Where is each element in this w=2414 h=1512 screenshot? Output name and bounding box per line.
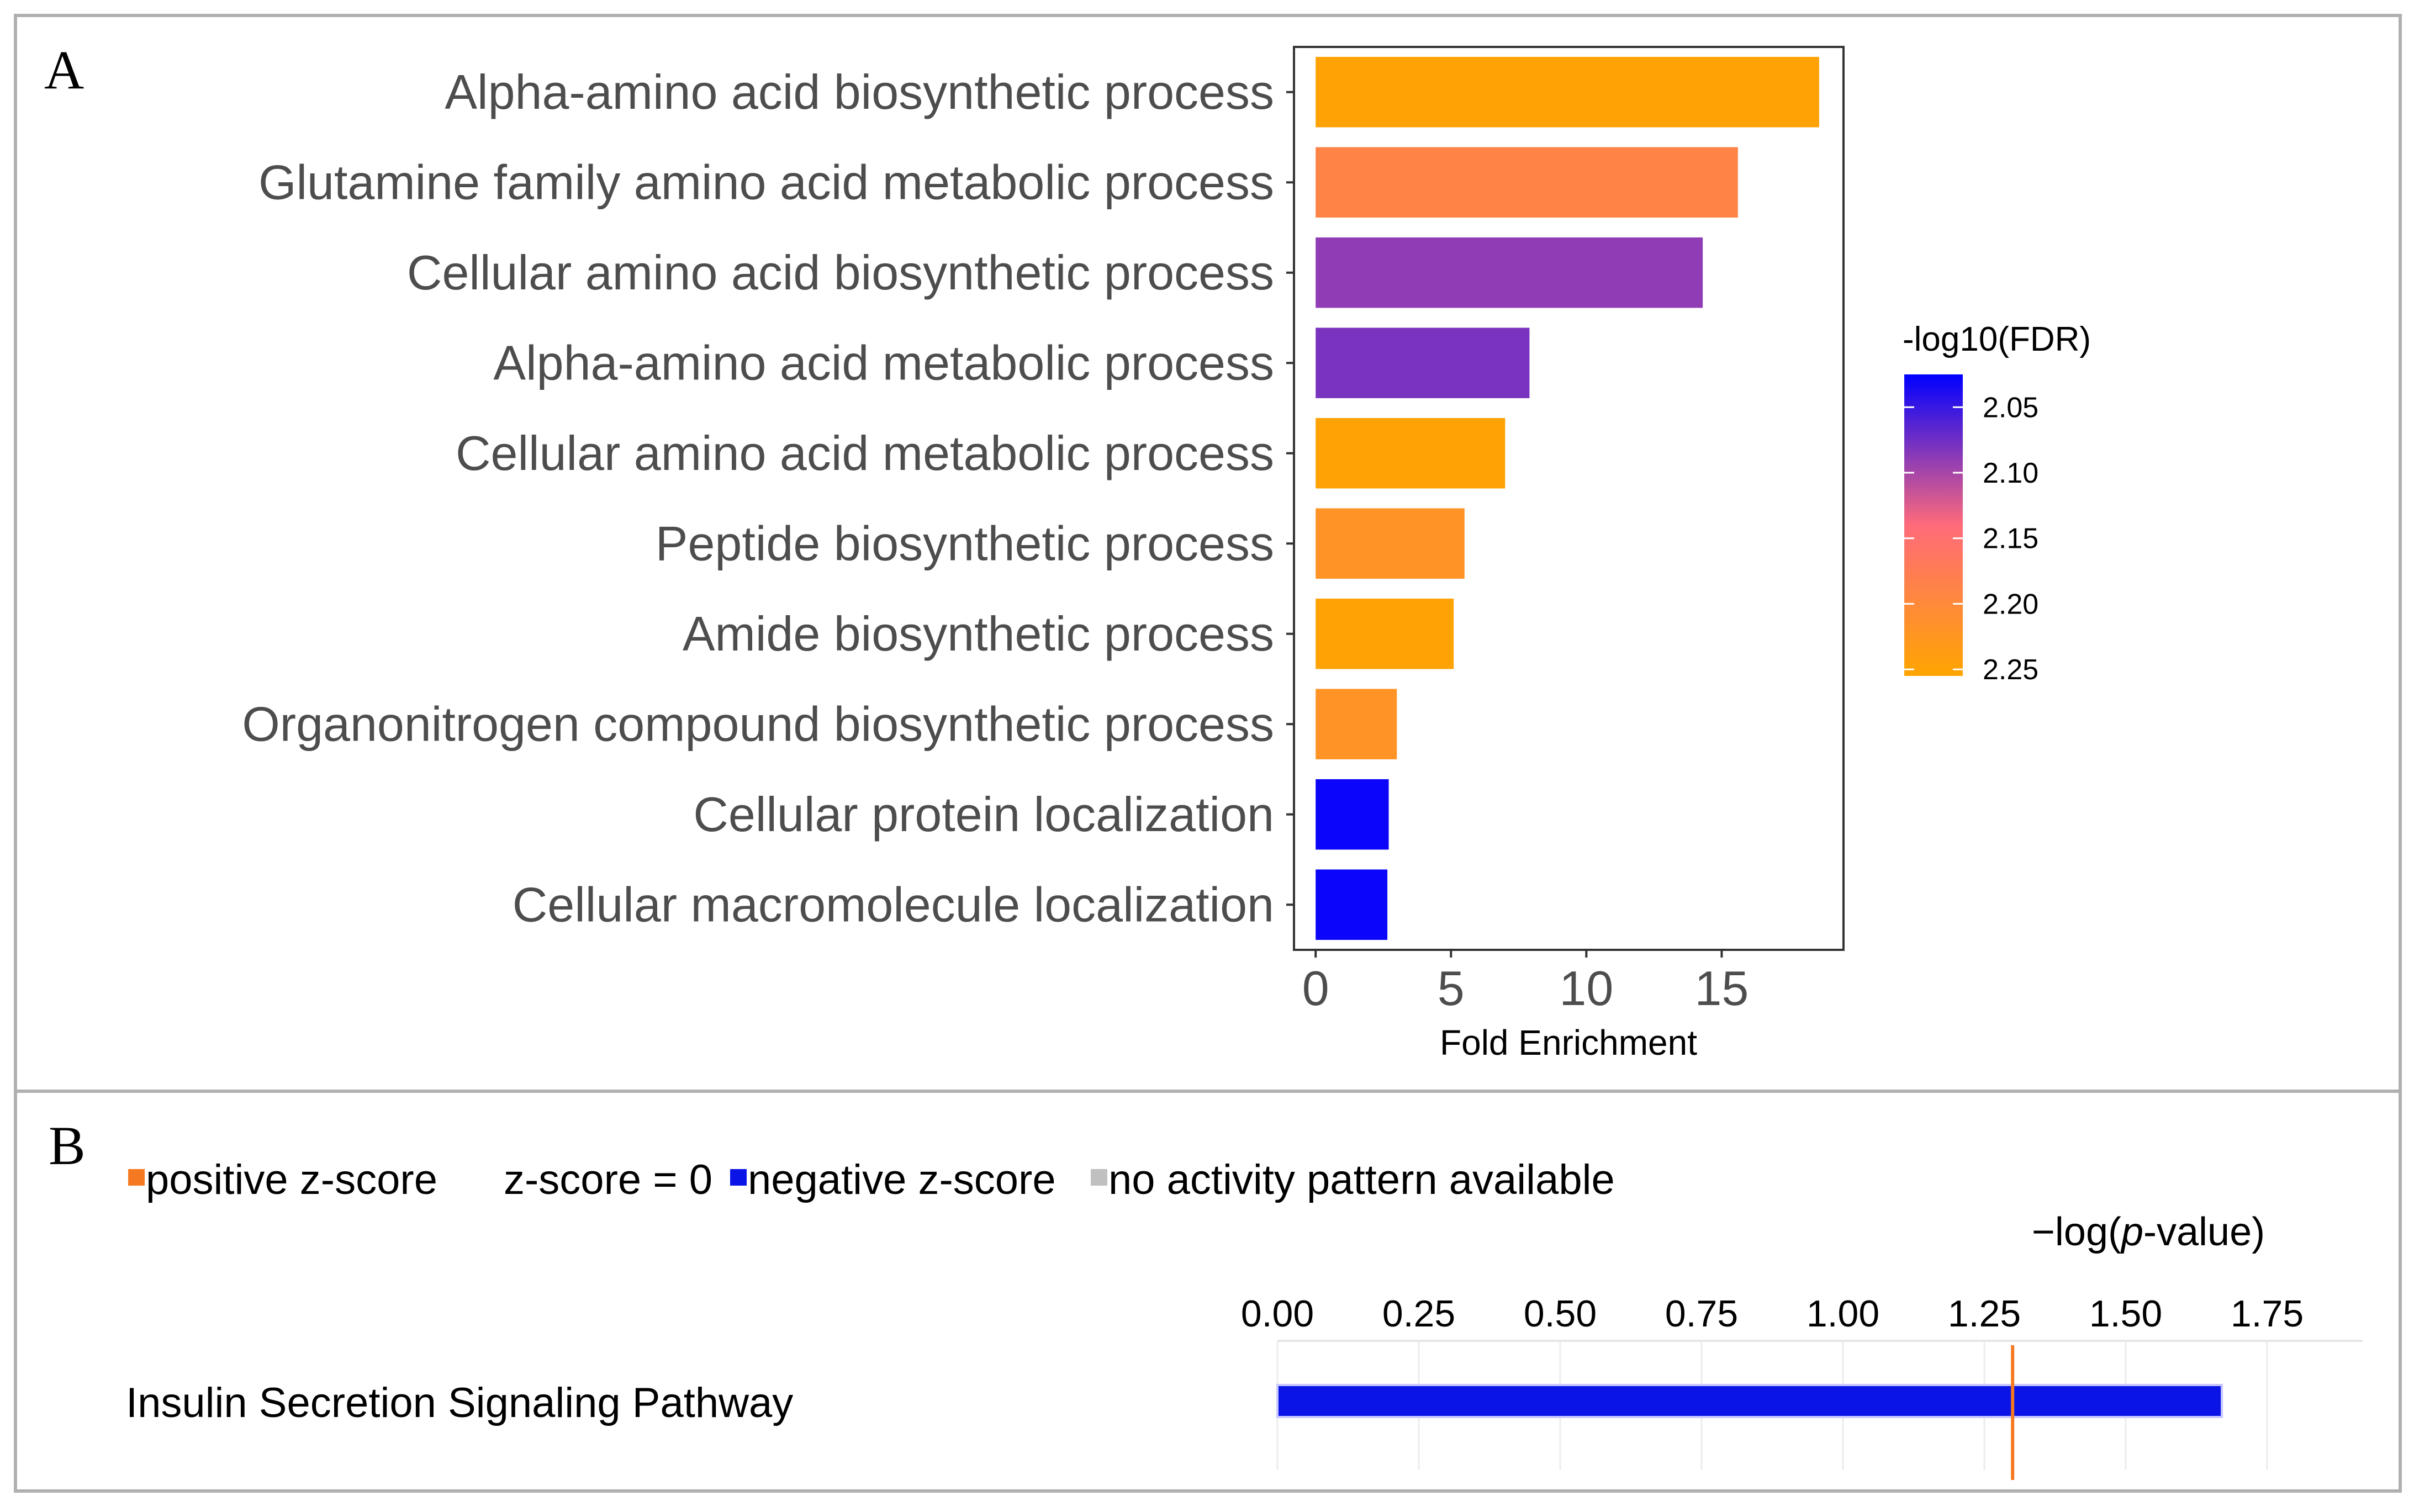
axis-tick-label: 1.00 — [1806, 1293, 1879, 1335]
panel-b-legend: positive z-score z-score = 0 negative z-sc… — [128, 1156, 1615, 1203]
panel-b-axis-title: −log(p-value) — [2032, 1210, 2265, 1254]
axis-tick-label: 1.50 — [2089, 1293, 2162, 1335]
category-label: Alpha-amino acid biosynthetic process — [445, 65, 1274, 119]
category-label: Cellular macromolecule localization — [513, 877, 1274, 932]
panel-label-b: B — [49, 1115, 86, 1176]
panel-a-x-axis-title: Fold Enrichment — [1440, 1023, 1697, 1062]
x-tick-label: 15 — [1694, 961, 1749, 1016]
bar-4 — [1316, 327, 1530, 399]
legend-tick-label: 2.20 — [1983, 588, 2038, 620]
category-label: Glutamine family amino acid metabolic pr… — [258, 155, 1274, 209]
legend-tick-label: 2.05 — [1983, 392, 2038, 424]
bar-5 — [1316, 417, 1506, 489]
panel-a-category-labels: Alpha-amino acid biosynthetic process Glu… — [242, 65, 1294, 932]
panel-a-chart: Alpha-amino acid biosynthetic process Glu… — [242, 46, 2091, 1062]
category-label: Cellular protein localization — [693, 787, 1274, 842]
category-label: Organonitrogen compound biosynthetic pro… — [242, 696, 1274, 751]
x-tick-label: 10 — [1559, 961, 1613, 1016]
pathway-bar — [1276, 1384, 2223, 1418]
bar-8 — [1316, 689, 1397, 760]
bar-6 — [1316, 508, 1465, 579]
panel-b-chart: positive z-score z-score = 0 negative z-sc… — [126, 1156, 2363, 1480]
axis-tick-label: 0.75 — [1665, 1293, 1738, 1335]
axis-tick-label: 1.25 — [1948, 1293, 2021, 1335]
axis-tick-label: 0.25 — [1382, 1293, 1455, 1335]
legend-tick-label: 2.25 — [1983, 654, 2038, 686]
bar-7 — [1316, 598, 1454, 669]
bar-2 — [1316, 147, 1738, 218]
legend-swatch — [486, 1169, 503, 1186]
panel-a-plot-border — [1293, 46, 1845, 951]
x-tick-label: 5 — [1438, 961, 1465, 1016]
panel-label-a: A — [44, 39, 84, 101]
axis-tick-label: 0.50 — [1524, 1293, 1597, 1335]
axis-tick-label: 1.75 — [2231, 1293, 2304, 1335]
bar-10 — [1316, 869, 1388, 940]
legend-swatch — [730, 1169, 747, 1186]
legend-swatch — [1091, 1169, 1107, 1186]
category-label: Peptide biosynthetic process — [656, 516, 1274, 570]
category-label: Cellular amino acid metabolic process — [456, 426, 1274, 480]
category-label: Cellular amino acid biosynthetic process — [407, 245, 1274, 300]
axis-title-prefix: −log( — [2032, 1210, 2121, 1254]
legend-colorbar — [1904, 374, 1963, 676]
panel-a-x-axis: 0 5 10 15 — [1302, 950, 1749, 1016]
axis-title-suffix: -value) — [2143, 1210, 2265, 1254]
category-label: Amide biosynthetic process — [683, 606, 1274, 661]
bar-9 — [1316, 779, 1389, 850]
axis-tick-label: 0.00 — [1241, 1293, 1314, 1335]
panel-a-color-legend: -log10(FDR) 2.05 2.10 2.15 2.20 2.25 — [1903, 320, 2091, 686]
legend-label: negative z-score — [748, 1156, 1056, 1203]
bar-3 — [1316, 237, 1703, 308]
panel-a-bars — [1316, 56, 1819, 940]
panel-b-bars — [1276, 1345, 2223, 1480]
x-tick-label: 0 — [1302, 961, 1329, 1016]
panel-b-frame — [14, 1090, 2402, 1493]
legend-label: z-score = 0 — [504, 1156, 712, 1203]
panel-b-x-axis: 0.00 0.25 0.50 0.75 1.00 1.25 1.50 1.75 — [1241, 1293, 2363, 1470]
bar-1 — [1316, 56, 1819, 128]
legend-label: positive z-score — [146, 1156, 437, 1203]
legend-title: -log10(FDR) — [1903, 320, 2091, 358]
panel-b-category-label: Insulin Secretion Signaling Pathway — [126, 1379, 793, 1426]
category-label: Alpha-amino acid metabolic process — [493, 335, 1274, 390]
legend-label: no activity pattern available — [1108, 1156, 1615, 1203]
axis-title-italic: p — [2120, 1210, 2143, 1254]
legend-tick-label: 2.10 — [1983, 457, 2038, 489]
legend-swatch — [128, 1169, 145, 1186]
legend-tick-label: 2.15 — [1983, 523, 2038, 555]
